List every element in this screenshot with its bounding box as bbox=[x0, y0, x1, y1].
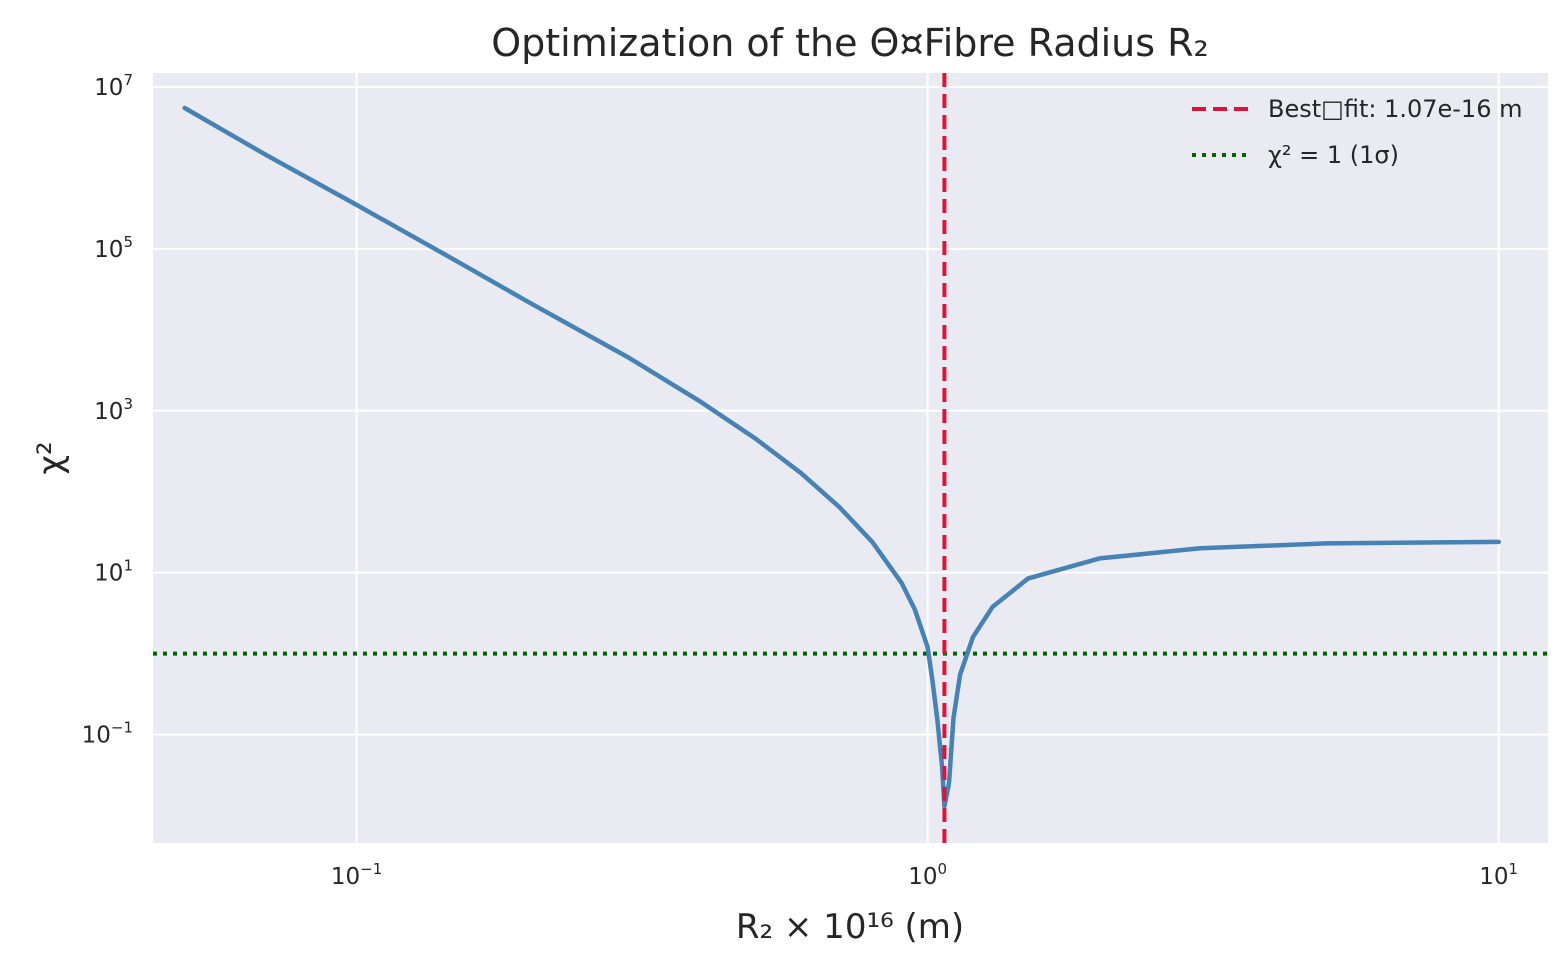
y-tick-base: 10 bbox=[94, 399, 123, 425]
x-tick-label: 100 bbox=[908, 860, 947, 890]
plot-area bbox=[153, 73, 1548, 843]
x-tick-base: 10 bbox=[1479, 864, 1508, 890]
x-tick-exponent: −1 bbox=[360, 860, 382, 878]
y-tick-label: 105 bbox=[94, 233, 133, 263]
y-tick-base: 10 bbox=[94, 75, 123, 101]
x-tick-base: 10 bbox=[908, 864, 937, 890]
y-tick-label: 101 bbox=[94, 557, 133, 587]
y-tick-exponent: 3 bbox=[123, 395, 133, 413]
x-tick-exponent: 0 bbox=[938, 860, 948, 878]
x-tick-exponent: 1 bbox=[1509, 860, 1519, 878]
y-tick-exponent: 7 bbox=[123, 71, 133, 89]
legend: Best□fit: 1.07e-16 m χ² = 1 (1σ) bbox=[1192, 95, 1522, 169]
series-layer bbox=[182, 73, 1501, 843]
y-tick-base: 10 bbox=[94, 237, 123, 263]
y-tick-base: 10 bbox=[82, 723, 111, 749]
chart-title: Optimization of the Θ¤Fibre Radius R₂ bbox=[491, 21, 1209, 65]
series-line bbox=[182, 105, 1501, 809]
x-tick-labels: 10−1 100 101 bbox=[331, 860, 1518, 890]
legend-label-chi2-1sigma: χ² = 1 (1σ) bbox=[1268, 141, 1399, 169]
y-tick-exponent: 5 bbox=[123, 233, 133, 251]
x-tick-label: 10−1 bbox=[331, 860, 382, 890]
y-tick-exponent: −1 bbox=[111, 719, 133, 737]
y-tick-label: 10−1 bbox=[82, 719, 133, 749]
y-tick-label: 107 bbox=[94, 71, 133, 101]
y-tick-exponent: 1 bbox=[123, 557, 133, 575]
legend-label-best-fit: Best□fit: 1.07e-16 m bbox=[1268, 95, 1522, 123]
y-axis-label: χ² bbox=[31, 441, 71, 474]
y-tick-base: 10 bbox=[94, 561, 123, 587]
x-tick-base: 10 bbox=[331, 864, 360, 890]
x-tick-label: 101 bbox=[1479, 860, 1518, 890]
y-tick-label: 103 bbox=[94, 395, 133, 425]
grid bbox=[153, 73, 1548, 843]
x-axis-label: R₂ × 10¹⁶ (m) bbox=[736, 907, 964, 947]
